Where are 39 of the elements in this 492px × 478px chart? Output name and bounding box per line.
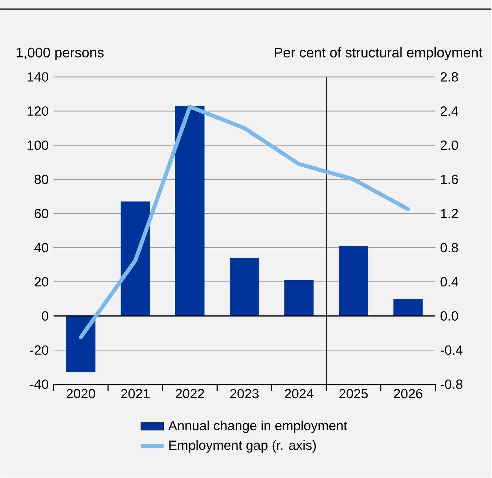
y-tick-label: 100 [28, 140, 49, 150]
y2-tick-label: 2.0 [440, 140, 458, 150]
x-tick-label: 2025 [340, 389, 368, 399]
y-tick-label: -20 [30, 346, 49, 356]
y2-tick-label: 2.4 [440, 106, 458, 116]
y-tick-label: -40 [30, 380, 49, 390]
legend-label: Annual change in employment [168, 421, 348, 434]
x-tick-label: 2021 [121, 389, 150, 399]
bar [339, 246, 368, 316]
y-tick-label: 80 [34, 175, 49, 184]
y2-tick-label: -0.4 [440, 346, 463, 356]
bar [175, 106, 205, 316]
y-tick-label: 20 [34, 278, 49, 287]
x-tick-label: 2023 [230, 389, 259, 399]
bar [66, 316, 96, 373]
y2-tick-label: 0.8 [440, 243, 458, 253]
bar [284, 280, 314, 316]
y2-tick-label: 1.6 [441, 175, 458, 184]
x-tick-label: 2026 [394, 389, 423, 399]
x-tick-label: 2022 [176, 389, 204, 399]
y-tick-label: 60 [34, 209, 49, 219]
line-series [79, 105, 410, 340]
y-axis-title: 1,000 persons [16, 48, 104, 61]
y-tick-label: 0 [42, 312, 49, 322]
y2-axis-title: Per cent of structural employment [275, 48, 483, 61]
legend-label: Employment gap (r. axis) [170, 440, 316, 454]
x-tick-label: 2024 [285, 389, 314, 399]
bar [230, 258, 260, 316]
y2-tick-label: 1.2 [441, 209, 458, 219]
y2-tick-label: 0.0 [440, 312, 458, 322]
y-tick-label: 140 [28, 72, 49, 82]
y-tick-label: 40 [34, 243, 49, 253]
bar [394, 299, 423, 316]
bar [120, 202, 150, 316]
y-tick-label: 120 [28, 106, 49, 116]
y2-tick-label: 2.8 [440, 72, 458, 82]
y2-tick-label: -0.8 [440, 380, 463, 390]
x-tick-label: 2020 [66, 389, 96, 399]
y2-tick-label: 0.4 [440, 278, 458, 287]
